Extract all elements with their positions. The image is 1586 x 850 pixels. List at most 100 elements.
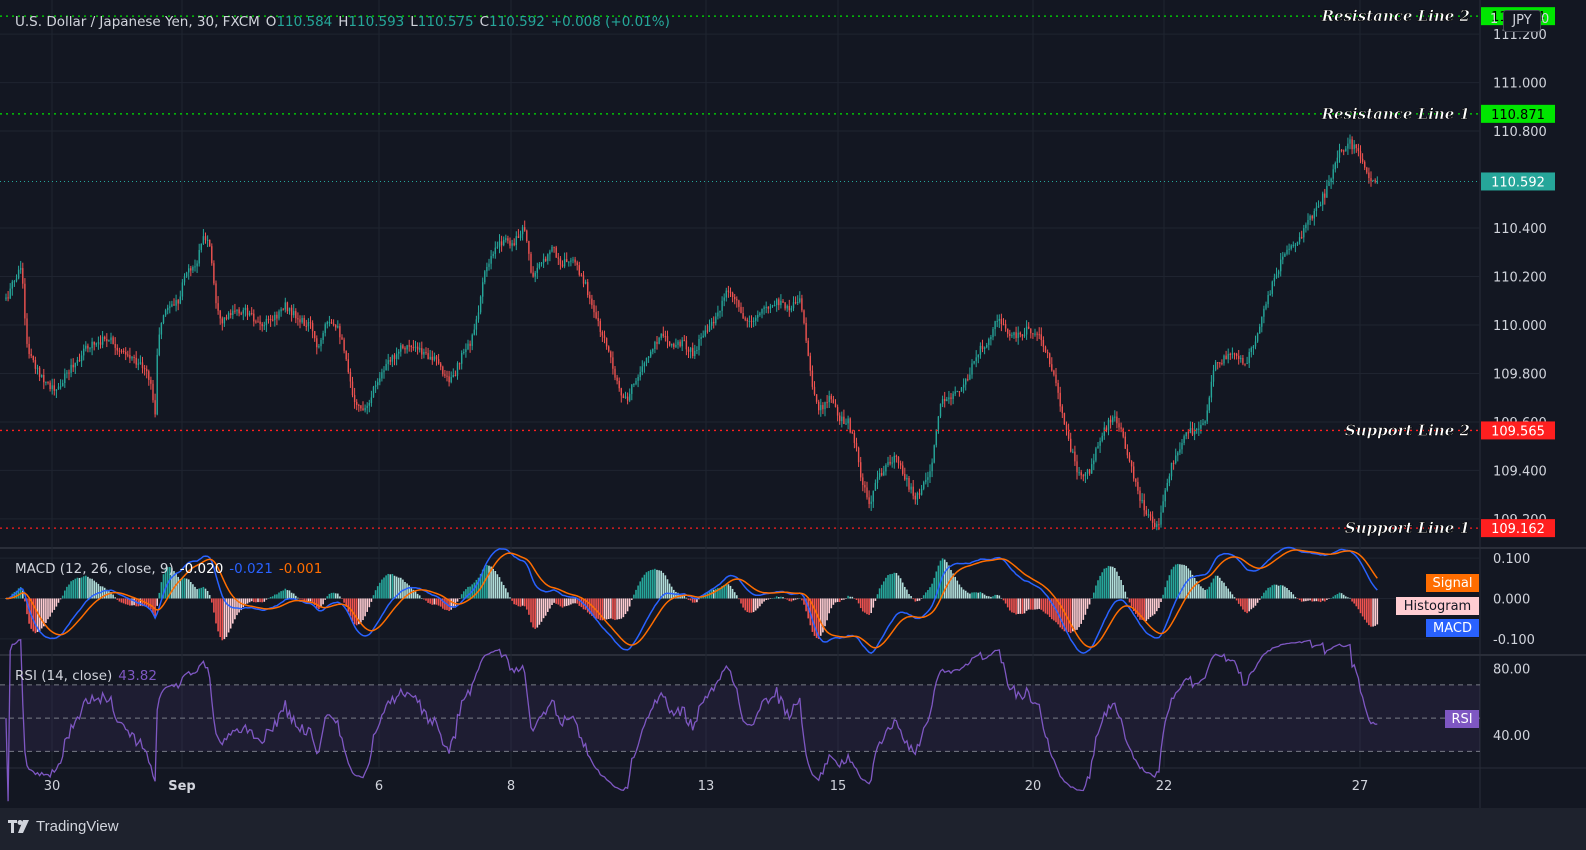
macd-hist-bar-114 — [244, 598, 247, 605]
macd-hist-bar-408 — [862, 598, 864, 612]
macd-hist-bar-5 — [15, 590, 18, 599]
macd-hist-bar-43 — [95, 582, 98, 599]
currency-button[interactable]: JPY — [1503, 10, 1541, 32]
candle-body-101 — [217, 303, 219, 311]
macd-hist-bar-104 — [223, 598, 226, 640]
candle-body-81 — [175, 300, 177, 306]
macd-hist-bar-207 — [439, 598, 442, 607]
macd-hist-bar-148 — [316, 598, 318, 609]
candle-body-488 — [1030, 328, 1032, 334]
candle-body-342 — [723, 297, 725, 301]
candle-body-126 — [269, 319, 272, 321]
macd-hist-bar-521 — [1099, 575, 1101, 599]
candle-body-186 — [395, 353, 398, 359]
candle-body-323 — [683, 340, 685, 342]
macd-hist-bar-202 — [429, 598, 431, 604]
candle-body-538 — [1135, 478, 1137, 482]
macd-hist-value: -0.020 — [179, 561, 224, 577]
candle-body-604 — [1273, 277, 1276, 282]
macd-hist-bar-97 — [208, 595, 211, 599]
macd-hist-bar-50 — [110, 592, 112, 599]
macd-hist-bar-540 — [1139, 598, 1141, 620]
macd-hist-bar-212 — [450, 598, 452, 610]
macd-text: MACD — [1433, 621, 1472, 636]
candle-body-299 — [633, 384, 635, 386]
macd-hist-bar-648 — [1366, 598, 1368, 623]
macd-hist-bar-143 — [305, 598, 308, 603]
macd-hist-bar-446 — [941, 558, 944, 599]
candle-body-173 — [368, 403, 370, 406]
candle-body-102 — [219, 310, 221, 319]
candle-body-351 — [742, 312, 744, 319]
candle-body-406 — [857, 447, 860, 463]
macd-hist-bar-392 — [828, 598, 830, 614]
macd-hist-bar-90 — [194, 586, 196, 599]
macd-hist-bar-296 — [626, 598, 629, 612]
time-tick-30: 30 — [44, 779, 61, 794]
candle-body-281 — [595, 312, 597, 319]
candle-body-230 — [488, 263, 490, 267]
macd-hist-bar-306 — [647, 571, 650, 599]
candle-body-610 — [1286, 249, 1288, 254]
candle-body-58 — [127, 354, 129, 356]
candle-body-635 — [1338, 149, 1341, 158]
macd-hist-bar-244 — [517, 598, 520, 607]
macd-hist-bar-603 — [1271, 585, 1274, 599]
candle-body-434 — [916, 493, 919, 500]
macd-hist-bar-330 — [698, 598, 700, 600]
candle-body-295 — [624, 396, 627, 399]
macd-tick-0.100: 0.100 — [1493, 552, 1530, 567]
candle-body-234 — [496, 246, 499, 248]
candle-body-284 — [601, 331, 604, 336]
candle-body-395 — [834, 403, 837, 408]
candle-body-90 — [194, 266, 196, 268]
candle-body-249 — [528, 241, 530, 254]
macd-hist-bar-364 — [769, 598, 772, 599]
candle-body-99 — [213, 263, 215, 284]
candle-body-51 — [112, 337, 114, 345]
macd-hist-bar-155 — [330, 592, 333, 599]
rsi-text: RSI — [1451, 712, 1472, 727]
macd-hist-bar-434 — [916, 598, 919, 602]
candle-body-355 — [750, 320, 753, 322]
macd-hist-bar-36 — [80, 577, 83, 599]
candle-body-591 — [1246, 363, 1248, 365]
macd-axis: 0.100 0.000 -0.100 — [0, 552, 1535, 648]
candle-body-238 — [505, 238, 507, 240]
macd-hist-bar-533 — [1124, 591, 1127, 599]
candle-body-446 — [941, 398, 944, 404]
candle-body-167 — [356, 402, 358, 405]
macd-hist-bar-469 — [990, 596, 992, 599]
candle-body-495 — [1044, 346, 1047, 352]
macd-signal-value: -0.001 — [278, 561, 323, 577]
candle-body-162 — [345, 350, 347, 360]
candle-body-329 — [696, 349, 698, 351]
macd-hist-bar-286 — [605, 598, 608, 620]
macd-hist-bar-255 — [540, 598, 543, 622]
candle-body-462 — [975, 357, 977, 362]
candle-body-214 — [454, 374, 457, 376]
chart-svg[interactable]: 30 Sep 6 8 13 15 20 22 27111.200111.000110.80011… — [0, 0, 1586, 808]
candle-body-340 — [719, 310, 721, 313]
candle-body-339 — [717, 312, 719, 317]
macd-hist-bar-417 — [880, 584, 883, 599]
candle-body-562 — [1185, 432, 1187, 437]
candle-body-123 — [263, 325, 265, 327]
candle-body-569 — [1200, 424, 1202, 429]
candle-body-222 — [471, 334, 473, 346]
candle-body-223 — [473, 329, 475, 335]
macd-hist-bar-425 — [897, 575, 900, 599]
macd-hist-bar-551 — [1162, 594, 1164, 599]
candle-body-333 — [704, 330, 706, 336]
support-line-2-price-text: 109.565 — [1491, 424, 1545, 439]
candle-body-8 — [22, 268, 24, 284]
candle-body-172 — [366, 405, 368, 408]
support-line-1-price-tag — [1481, 519, 1555, 538]
macd-header: MACD (12, 26, close, 9) -0.020 -0.021 -0.00… — [15, 561, 328, 577]
candle-body-54 — [118, 350, 121, 352]
candle-body-137 — [293, 311, 295, 316]
macd-hist-bar-324 — [685, 597, 688, 599]
macd-hist-bar-41 — [91, 578, 93, 599]
candle-body-195 — [414, 346, 417, 348]
tradingview-logo[interactable]: TradingView — [8, 818, 119, 835]
